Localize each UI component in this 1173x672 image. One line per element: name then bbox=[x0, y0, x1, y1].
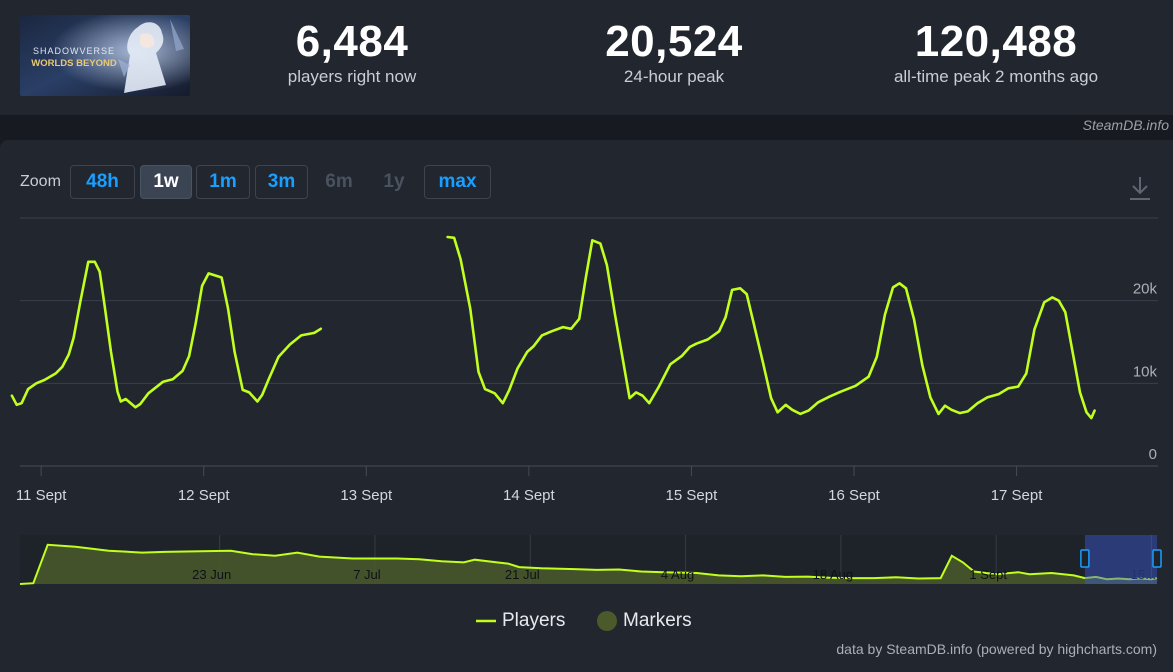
zoom-1m-button[interactable]: 1m bbox=[196, 165, 250, 199]
range-navigator[interactable]: 23 Jun 7 Jul 21 Jul 4 Aug 18 Aug 1 Sept 15... bbox=[0, 532, 1173, 592]
highcharts-credit[interactable]: data by SteamDB.info (powered by highcha… bbox=[836, 641, 1157, 657]
chart-grid bbox=[20, 217, 1158, 467]
stat-label: players right now bbox=[287, 67, 417, 86]
stat-24h-peak: 20,524 24-hour peak bbox=[524, 16, 824, 88]
navigator-label: 4 Aug bbox=[661, 567, 694, 582]
legend-players[interactable]: Players bbox=[476, 610, 565, 632]
stats-header: SHADOWVERSE WORLDS BEYOND 6,484 players … bbox=[0, 0, 1173, 115]
navigator-handle-left[interactable] bbox=[1080, 549, 1090, 568]
x-tick-label: 14 Sept bbox=[503, 487, 556, 504]
stat-value: 120,488 bbox=[914, 17, 1078, 66]
x-tick-label: 15 Sept bbox=[666, 487, 719, 504]
zoom-max-button[interactable]: max bbox=[424, 165, 491, 199]
zoom-6m-button: 6m bbox=[325, 171, 353, 192]
navigator-label: 7 Jul bbox=[353, 567, 381, 582]
zoom-1y-button: 1y bbox=[383, 171, 405, 192]
legend-players-label: Players bbox=[502, 610, 566, 631]
navigator-line bbox=[19, 543, 1158, 585]
y-axis: 0 10k 20k bbox=[1133, 281, 1158, 463]
navigator-handle-right[interactable] bbox=[1152, 549, 1162, 568]
players-legend-line-icon bbox=[476, 619, 496, 623]
stat-value: 20,524 bbox=[605, 17, 743, 66]
y-tick-label: 0 bbox=[1149, 446, 1157, 463]
y-tick-label: 20k bbox=[1133, 281, 1158, 298]
navigator-label: 23 Jun bbox=[192, 567, 231, 582]
game-title-line2: WORLDS BEYOND bbox=[31, 58, 117, 69]
players-series[interactable] bbox=[10, 235, 1096, 420]
x-axis: 11 Sept 12 Sept 13 Sept 14 Sept 15 Sept 16 Se… bbox=[16, 466, 1043, 504]
stat-label: 24-hour peak bbox=[623, 67, 725, 86]
steamdb-credit[interactable]: SteamDB.info bbox=[1082, 117, 1169, 133]
download-icon[interactable] bbox=[1128, 175, 1152, 201]
players-line[interactable] bbox=[446, 235, 1096, 420]
player-chart[interactable]: 11 Sept 12 Sept 13 Sept 14 Sept 15 Sept 16 Se… bbox=[0, 0, 1173, 520]
zoom-1w-button[interactable]: 1w bbox=[140, 165, 192, 199]
x-tick-label: 11 Sept bbox=[16, 487, 67, 504]
x-tick-label: 13 Sept bbox=[340, 487, 393, 504]
game-title-line1: SHADOWVERSE bbox=[33, 46, 115, 56]
zoom-3m-button[interactable]: 3m bbox=[255, 165, 308, 199]
zoom-label: Zoom bbox=[20, 173, 61, 190]
legend-markers[interactable]: Markers bbox=[596, 610, 692, 632]
x-tick-label: 17 Sept bbox=[991, 487, 1044, 504]
x-tick-label: 16 Sept bbox=[828, 487, 881, 504]
game-thumbnail[interactable]: SHADOWVERSE WORLDS BEYOND bbox=[20, 15, 190, 96]
zoom-48h-button[interactable]: 48h bbox=[70, 165, 135, 199]
stat-value: 6,484 bbox=[295, 17, 409, 66]
y-tick-label: 10k bbox=[1133, 363, 1158, 380]
game-art: SHADOWVERSE WORLDS BEYOND bbox=[20, 15, 190, 96]
stat-all-time-peak: 120,488 all-time peak 2 months ago bbox=[846, 16, 1146, 88]
stat-current-players: 6,484 players right now bbox=[202, 16, 502, 88]
navigator-label: 15... bbox=[1131, 567, 1156, 582]
navigator-label: 18 Aug bbox=[813, 567, 854, 582]
navigator-label: 1 Sept bbox=[969, 567, 1007, 582]
markers-legend-dot-icon bbox=[597, 611, 617, 631]
x-tick-label: 12 Sept bbox=[178, 487, 231, 504]
legend-markers-label: Markers bbox=[623, 610, 692, 631]
stat-label: all-time peak 2 months ago bbox=[893, 67, 1099, 86]
navigator-selection[interactable] bbox=[1084, 535, 1157, 584]
players-line[interactable] bbox=[10, 260, 323, 409]
navigator-label: 21 Jul bbox=[505, 567, 540, 582]
